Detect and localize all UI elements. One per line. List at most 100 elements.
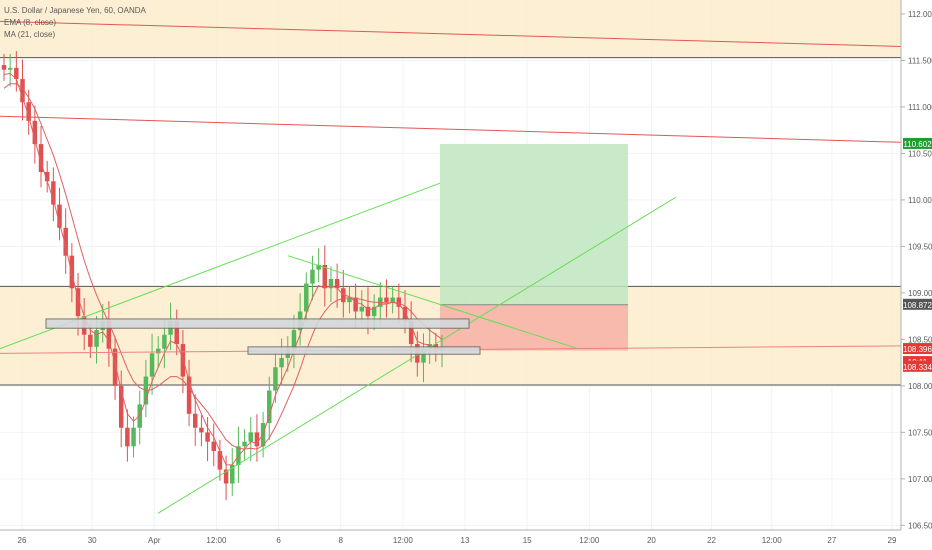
candle-body bbox=[7, 67, 13, 70]
time-tick-label: 27 bbox=[827, 536, 836, 545]
time-axis[interactable]: 26 30 Apr 12:00 6 8 12:00 13 15 12:00 20 22 12:00 27 2… bbox=[0, 529, 901, 545]
drawings[interactable] bbox=[0, 20, 902, 514]
candle-body bbox=[316, 265, 321, 270]
price-tag-label: 108.396 bbox=[903, 345, 932, 354]
candle-body bbox=[14, 67, 19, 80]
candle-body bbox=[131, 427, 136, 447]
time-tick-label: 13 bbox=[461, 536, 470, 545]
candle-body bbox=[44, 172, 50, 182]
candle-body bbox=[155, 348, 161, 354]
time-tick-label: 12:00 bbox=[579, 536, 600, 545]
price-tick-label: 106.500 bbox=[908, 521, 932, 530]
price-tick-label: 109.000 bbox=[908, 289, 932, 298]
candle-body bbox=[230, 464, 235, 484]
trendline-red-mid bbox=[0, 115, 902, 143]
price-tick-label: 111.000 bbox=[908, 103, 932, 112]
legend-ema: EMA (8, close) bbox=[4, 18, 57, 27]
candle-body bbox=[57, 204, 62, 228]
candle-body bbox=[223, 469, 229, 484]
channel-lower-line bbox=[157, 196, 677, 514]
candle-body bbox=[75, 288, 81, 317]
candle-body bbox=[217, 450, 223, 470]
price-tick-label: 110.500 bbox=[908, 149, 932, 158]
candle-body bbox=[88, 334, 93, 347]
time-tick-label: 26 bbox=[18, 536, 27, 545]
candle-body bbox=[328, 278, 334, 289]
legend-symbol: U.S. Dollar / Japanese Yen, 60, OANDA bbox=[4, 6, 146, 15]
candle-body bbox=[242, 441, 247, 447]
candle-body bbox=[211, 441, 216, 451]
time-tick-label: Apr bbox=[148, 536, 161, 545]
candle-body bbox=[334, 278, 340, 289]
candle-body bbox=[353, 297, 358, 312]
candle-body bbox=[384, 297, 389, 303]
gray-range-box-lower bbox=[247, 346, 481, 355]
candle-body bbox=[51, 181, 56, 205]
candle-body bbox=[112, 348, 118, 386]
candle-body bbox=[273, 367, 278, 391]
candle-body bbox=[279, 357, 284, 368]
candle-body bbox=[118, 385, 124, 428]
support-resistance-zones bbox=[0, 0, 901, 386]
trendline-red-top bbox=[0, 20, 902, 47]
candle-body bbox=[390, 297, 395, 303]
candle-body bbox=[106, 320, 112, 349]
time-tick-label: 12:00 bbox=[393, 536, 414, 545]
gray-range-box-upper bbox=[45, 318, 470, 329]
candle-body bbox=[267, 390, 272, 424]
sr-zone bbox=[0, 0, 901, 58]
candle-body bbox=[371, 306, 377, 317]
moving-averages bbox=[3, 72, 443, 466]
price-tag-bg bbox=[903, 298, 932, 310]
candle-body bbox=[32, 120, 38, 145]
time-tick-label: 6 bbox=[276, 536, 281, 545]
candle-body bbox=[291, 330, 297, 349]
price-tick-label: 112.000 bbox=[908, 10, 932, 19]
time-tick-label: 29 bbox=[888, 536, 897, 545]
candle-body bbox=[94, 330, 99, 347]
candle-body bbox=[421, 348, 426, 363]
ma-21-line bbox=[3, 83, 443, 450]
price-tag-label: 110.602 bbox=[903, 140, 932, 149]
price-tag-bg bbox=[903, 343, 932, 355]
chart-legend: U.S. Dollar / Japanese Yen, 60, OANDA EM… bbox=[4, 5, 146, 41]
candle-body bbox=[63, 227, 68, 256]
price-tick-label: 107.500 bbox=[908, 428, 932, 437]
price-tag-bg bbox=[903, 360, 932, 372]
candle-body bbox=[186, 376, 192, 414]
price-tag-bg bbox=[903, 137, 932, 149]
candle-body bbox=[20, 79, 25, 103]
candle-body bbox=[254, 432, 260, 447]
candle-body bbox=[38, 144, 44, 173]
time-tick-label: 22 bbox=[707, 536, 716, 545]
candle-body bbox=[408, 320, 414, 345]
price-axis[interactable]: 112.000 111.500 111.000 110.500 110.000 109.5… bbox=[900, 0, 932, 530]
candle-body bbox=[174, 320, 179, 345]
price-tag-label: 108.334 bbox=[903, 363, 932, 372]
candle-body bbox=[304, 283, 309, 312]
time-tick-label: 15 bbox=[523, 536, 532, 545]
candle-body bbox=[192, 413, 198, 428]
long-position-tool[interactable] bbox=[440, 143, 628, 351]
price-tick-label: 107.000 bbox=[908, 475, 932, 484]
candle-body bbox=[248, 432, 254, 442]
candle-body bbox=[180, 344, 186, 377]
position-profit-area bbox=[440, 143, 628, 305]
candle-body bbox=[162, 334, 167, 349]
legend-ma: MA (21, close) bbox=[4, 30, 56, 39]
time-tick-label: 8 bbox=[338, 536, 343, 545]
descending-trendline bbox=[287, 255, 579, 350]
ema-8-line bbox=[3, 72, 443, 466]
candle-body bbox=[26, 102, 31, 121]
candle-body bbox=[205, 432, 210, 442]
price-tag-label: 108.872 bbox=[903, 301, 932, 310]
candle-body bbox=[1, 65, 7, 70]
candle-body bbox=[199, 427, 204, 433]
candle-body bbox=[359, 306, 365, 312]
price-tick-label: 108.000 bbox=[908, 382, 932, 391]
price-tick-label: 111.500 bbox=[908, 56, 932, 65]
price-tick-label: 109.500 bbox=[908, 242, 932, 251]
price-tick-label: 108.500 bbox=[908, 335, 932, 344]
candle-body bbox=[365, 306, 371, 317]
